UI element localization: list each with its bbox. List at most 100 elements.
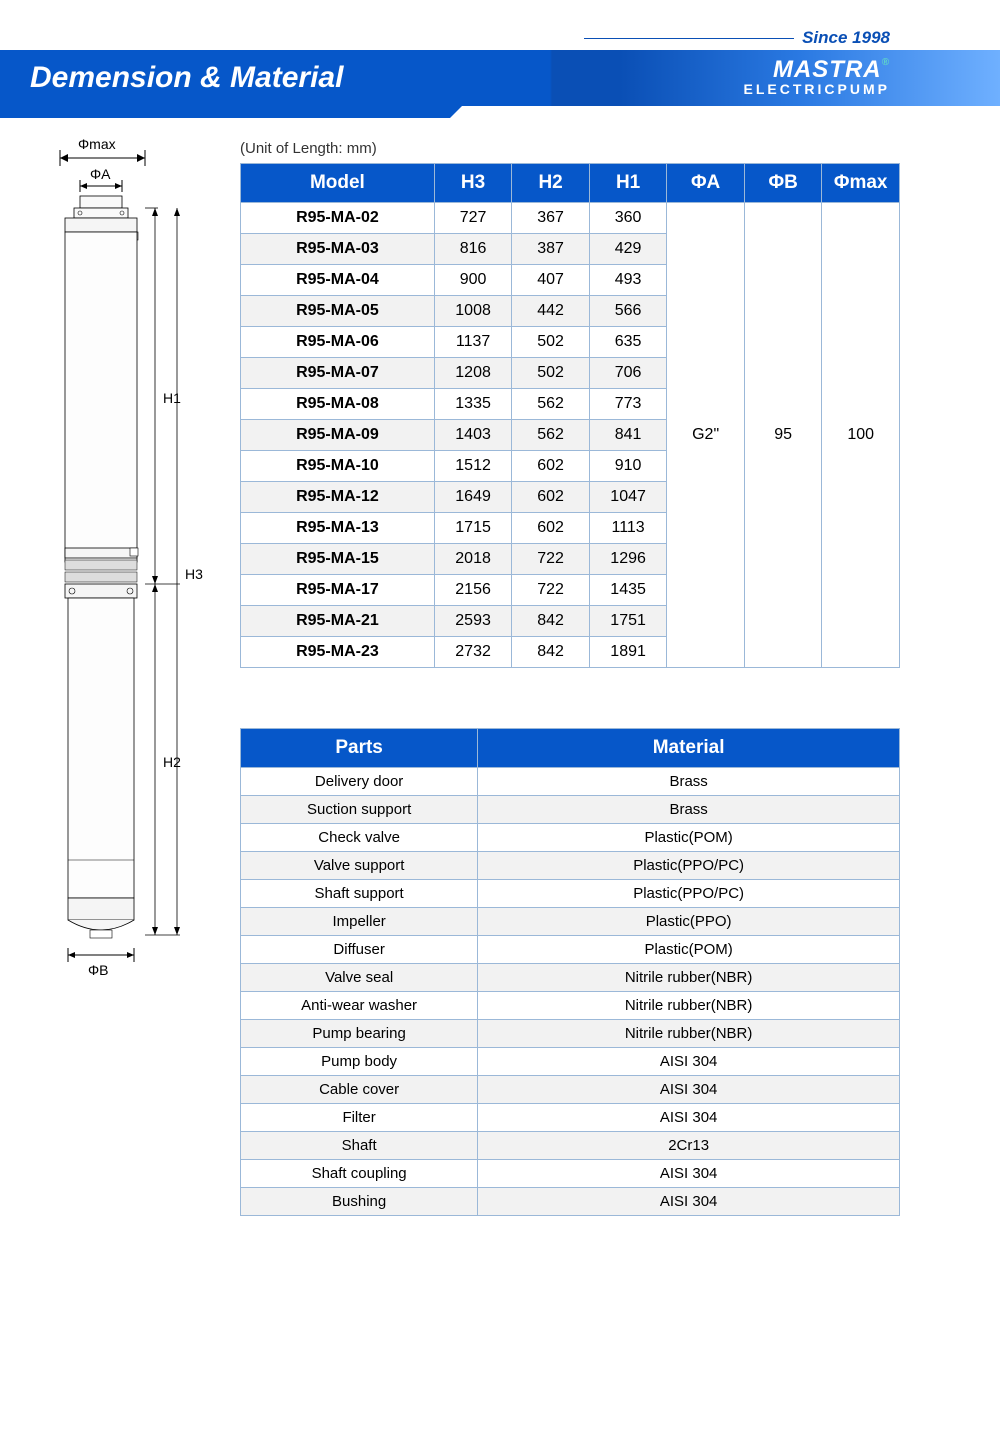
merged-phiA: G2" bbox=[667, 203, 745, 668]
table-row: Valve supportPlastic(PPO/PC) bbox=[241, 852, 900, 880]
value-cell: 1113 bbox=[589, 513, 667, 544]
part-cell: Filter bbox=[241, 1104, 478, 1132]
material-cell: Nitrile rubber(NBR) bbox=[478, 1020, 900, 1048]
table-row: Suction supportBrass bbox=[241, 796, 900, 824]
table-row: R95-MA-02727367360G2"95100 bbox=[241, 203, 900, 234]
mat-col-0: Parts bbox=[241, 729, 478, 768]
table-row: Shaft supportPlastic(PPO/PC) bbox=[241, 880, 900, 908]
table-row: Shaft2Cr13 bbox=[241, 1132, 900, 1160]
value-cell: 1435 bbox=[589, 575, 667, 606]
value-cell: 727 bbox=[434, 203, 512, 234]
part-cell: Shaft support bbox=[241, 880, 478, 908]
value-cell: 910 bbox=[589, 451, 667, 482]
merged-phimax: 100 bbox=[822, 203, 900, 668]
dim-col-4: ΦA bbox=[667, 164, 745, 203]
since-label: Since 1998 bbox=[802, 28, 890, 48]
table-row: Anti-wear washerNitrile rubber(NBR) bbox=[241, 992, 900, 1020]
value-cell: 562 bbox=[512, 420, 590, 451]
table-row: ImpellerPlastic(PPO) bbox=[241, 908, 900, 936]
value-cell: 442 bbox=[512, 296, 590, 327]
brand-name: MASTRA bbox=[744, 58, 890, 82]
value-cell: 1047 bbox=[589, 482, 667, 513]
value-cell: 502 bbox=[512, 358, 590, 389]
dim-col-1: H3 bbox=[434, 164, 512, 203]
model-cell: R95-MA-15 bbox=[241, 544, 435, 575]
material-cell: AISI 304 bbox=[478, 1104, 900, 1132]
material-cell: Brass bbox=[478, 796, 900, 824]
value-cell: 602 bbox=[512, 513, 590, 544]
value-cell: 493 bbox=[589, 265, 667, 296]
part-cell: Cable cover bbox=[241, 1076, 478, 1104]
value-cell: 841 bbox=[589, 420, 667, 451]
part-cell: Diffuser bbox=[241, 936, 478, 964]
value-cell: 562 bbox=[512, 389, 590, 420]
dim-col-3: H1 bbox=[589, 164, 667, 203]
part-cell: Valve seal bbox=[241, 964, 478, 992]
dim-col-5: ΦB bbox=[744, 164, 822, 203]
pump-diagram: Φmax ΦA ΦB H1 H2 H3 bbox=[50, 140, 210, 1000]
value-cell: 2018 bbox=[434, 544, 512, 575]
dim-col-6: Φmax bbox=[822, 164, 900, 203]
part-cell: Pump bearing bbox=[241, 1020, 478, 1048]
part-cell: Impeller bbox=[241, 908, 478, 936]
model-cell: R95-MA-13 bbox=[241, 513, 435, 544]
table-row: Delivery doorBrass bbox=[241, 768, 900, 796]
mat-col-1: Material bbox=[478, 729, 900, 768]
table-row: Cable coverAISI 304 bbox=[241, 1076, 900, 1104]
value-cell: 773 bbox=[589, 389, 667, 420]
value-cell: 2732 bbox=[434, 637, 512, 668]
value-cell: 602 bbox=[512, 482, 590, 513]
table-row: Shaft couplingAISI 304 bbox=[241, 1160, 900, 1188]
model-cell: R95-MA-06 bbox=[241, 327, 435, 358]
value-cell: 635 bbox=[589, 327, 667, 358]
part-cell: Shaft bbox=[241, 1132, 478, 1160]
table-row: DiffuserPlastic(POM) bbox=[241, 936, 900, 964]
part-cell: Pump body bbox=[241, 1048, 478, 1076]
part-cell: Delivery door bbox=[241, 768, 478, 796]
value-cell: 1751 bbox=[589, 606, 667, 637]
material-cell: AISI 304 bbox=[478, 1160, 900, 1188]
value-cell: 566 bbox=[589, 296, 667, 327]
model-cell: R95-MA-09 bbox=[241, 420, 435, 451]
part-cell: Shaft coupling bbox=[241, 1160, 478, 1188]
model-cell: R95-MA-08 bbox=[241, 389, 435, 420]
value-cell: 722 bbox=[512, 575, 590, 606]
material-cell: AISI 304 bbox=[478, 1188, 900, 1216]
model-cell: R95-MA-07 bbox=[241, 358, 435, 389]
material-cell: 2Cr13 bbox=[478, 1132, 900, 1160]
value-cell: 1715 bbox=[434, 513, 512, 544]
material-cell: Nitrile rubber(NBR) bbox=[478, 992, 900, 1020]
part-cell: Bushing bbox=[241, 1188, 478, 1216]
part-cell: Valve support bbox=[241, 852, 478, 880]
unit-note: (Unit of Length: mm) bbox=[240, 140, 900, 157]
value-cell: 1512 bbox=[434, 451, 512, 482]
value-cell: 842 bbox=[512, 637, 590, 668]
value-cell: 1403 bbox=[434, 420, 512, 451]
label-phiA: ΦA bbox=[90, 166, 111, 182]
model-cell: R95-MA-17 bbox=[241, 575, 435, 606]
material-table: PartsMaterial Delivery doorBrassSuction … bbox=[240, 728, 900, 1216]
material-cell: Plastic(POM) bbox=[478, 936, 900, 964]
value-cell: 842 bbox=[512, 606, 590, 637]
dim-col-2: H2 bbox=[512, 164, 590, 203]
material-cell: AISI 304 bbox=[478, 1048, 900, 1076]
label-H3: H3 bbox=[185, 566, 203, 582]
value-cell: 367 bbox=[512, 203, 590, 234]
model-cell: R95-MA-03 bbox=[241, 234, 435, 265]
model-cell: R95-MA-04 bbox=[241, 265, 435, 296]
value-cell: 502 bbox=[512, 327, 590, 358]
value-cell: 1891 bbox=[589, 637, 667, 668]
label-H1: H1 bbox=[163, 390, 181, 406]
label-phimax: Φmax bbox=[78, 136, 116, 152]
material-cell: AISI 304 bbox=[478, 1076, 900, 1104]
page-title: Demension & Material bbox=[30, 61, 343, 95]
brand-logo: MASTRA ELECTRICPUMP bbox=[744, 58, 890, 96]
material-cell: Brass bbox=[478, 768, 900, 796]
model-cell: R95-MA-12 bbox=[241, 482, 435, 513]
brand-sub: ELECTRICPUMP bbox=[744, 82, 890, 96]
table-row: Check valvePlastic(POM) bbox=[241, 824, 900, 852]
value-cell: 2156 bbox=[434, 575, 512, 606]
model-cell: R95-MA-05 bbox=[241, 296, 435, 327]
model-cell: R95-MA-21 bbox=[241, 606, 435, 637]
table-row: BushingAISI 304 bbox=[241, 1188, 900, 1216]
